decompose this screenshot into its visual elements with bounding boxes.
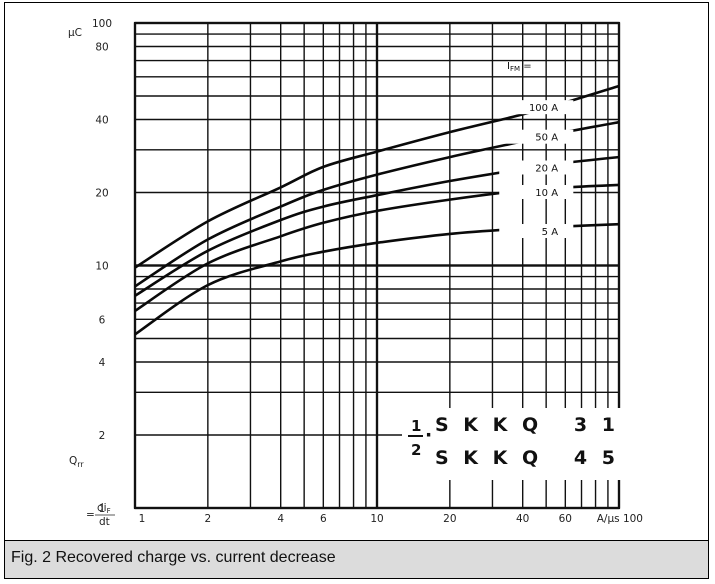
y-axis-title: Qrr bbox=[69, 455, 84, 469]
plot-border bbox=[133, 21, 621, 510]
y-tick-label: 4 bbox=[99, 357, 106, 369]
legend-fraction-numerator: 1 bbox=[411, 417, 421, 435]
y-tick-label: 80 bbox=[95, 42, 108, 54]
series-label-bg bbox=[499, 185, 574, 200]
x-tick-label: 4 bbox=[277, 513, 284, 525]
series-label: 20 A bbox=[535, 164, 558, 175]
series-label: 50 A bbox=[535, 133, 558, 144]
x-tick-label: A/µs 100 bbox=[597, 513, 643, 525]
y-tick-label: 40 bbox=[95, 115, 108, 127]
x-axis-prefix: = bbox=[86, 509, 95, 521]
x-tick-label: 6 bbox=[320, 513, 327, 525]
figure-frame: 100 A 50 A 20 A 10 A 5 A 100 80 40 20 10 6 4 2 1 1 2 4 6… bbox=[4, 2, 709, 579]
x-axis-di-dt-label: = diF dt bbox=[86, 502, 115, 528]
x-axis-denominator: dt bbox=[99, 516, 110, 528]
y-unit-label: µC bbox=[68, 27, 82, 39]
x-tick-label: 2 bbox=[205, 513, 212, 525]
x-axis-numerator: diF bbox=[97, 502, 111, 515]
x-tick-label: 60 bbox=[559, 513, 572, 525]
series-label: 5 A bbox=[542, 227, 559, 238]
y-tick-label: 2 bbox=[99, 430, 106, 442]
figure-caption: Fig. 2 Recovered charge vs. current decr… bbox=[5, 540, 708, 578]
recovered-charge-chart: 100 A 50 A 20 A 10 A 5 A 100 80 40 20 10 6 4 2 1 1 2 4 6… bbox=[68, 18, 643, 528]
y-tick-label: 10 bbox=[95, 261, 108, 273]
tick-labels: 100 80 40 20 10 6 4 2 1 1 2 4 6 10 20 40 60 A/µs 100 bbox=[92, 18, 643, 525]
y-tick-label: 20 bbox=[95, 188, 108, 200]
y-tick-label: 100 bbox=[92, 18, 112, 30]
series-label-bg bbox=[499, 160, 574, 175]
x-tick-label: 40 bbox=[516, 513, 529, 525]
series-label-bg bbox=[499, 100, 574, 115]
y-tick-label: 1 bbox=[99, 503, 106, 515]
x-tick-label: 1 bbox=[139, 513, 146, 525]
series-header-label: IFM = bbox=[507, 61, 532, 73]
x-tick-label: 20 bbox=[443, 513, 456, 525]
series-label: 100 A bbox=[529, 103, 558, 114]
series-label-bg bbox=[499, 224, 574, 239]
device-legend: 1 2 · SKKQ 31 SKKQ 45 bbox=[402, 408, 627, 480]
curves: 100 A 50 A 20 A 10 A 5 A bbox=[134, 84, 620, 336]
series-label-bg bbox=[499, 129, 574, 144]
series-label: 10 A bbox=[535, 188, 558, 199]
legend-fraction-denominator: 2 bbox=[411, 441, 421, 459]
x-tick-label: 10 bbox=[370, 513, 383, 525]
y-tick-label: 6 bbox=[99, 314, 106, 326]
legend-dot: · bbox=[425, 424, 432, 446]
